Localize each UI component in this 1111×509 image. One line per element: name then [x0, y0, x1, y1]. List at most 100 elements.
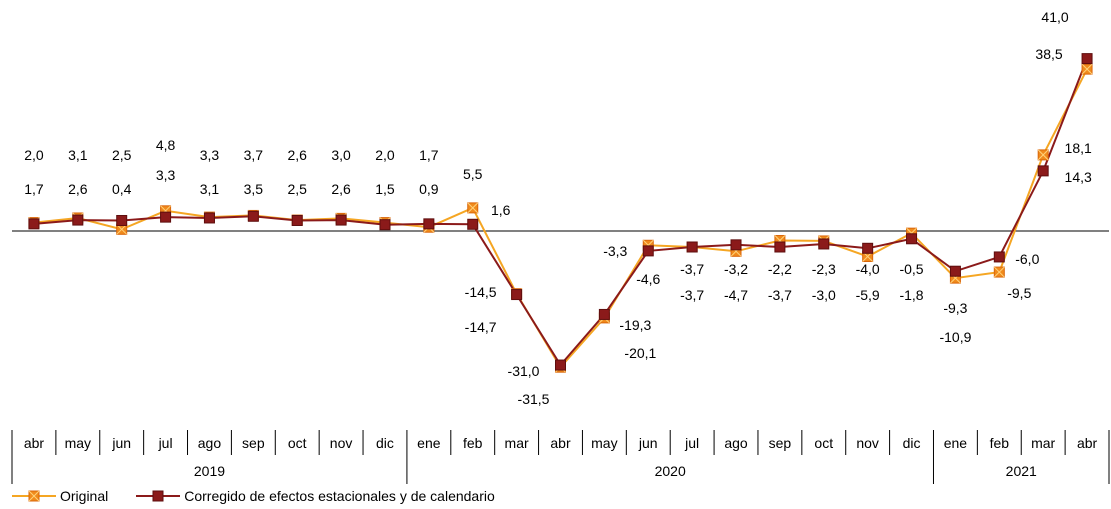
x-tick-label: ene — [944, 435, 968, 451]
data-label-series-0: 3,7 — [244, 147, 264, 163]
legend-swatch-corregido — [136, 490, 181, 502]
data-point-cross — [993, 266, 1005, 278]
data-label-series-1: -31,0 — [508, 363, 540, 379]
x-tick-label: jul — [684, 435, 699, 451]
data-label-series-1: 3,1 — [200, 181, 220, 197]
data-point — [1037, 165, 1049, 177]
data-label-series-1: 3,5 — [244, 181, 264, 197]
x-tick-label: abr — [24, 435, 45, 451]
data-label-series-0: 2,6 — [287, 147, 307, 163]
data-label-series-1: 41,0 — [1041, 9, 1068, 25]
data-label-series-0: 2,0 — [375, 147, 395, 163]
data-label-series-1: -9,3 — [943, 300, 967, 316]
data-label-series-1: 14,3 — [1065, 169, 1092, 185]
x-tick-label: dic — [903, 435, 921, 451]
x-tick-label: dic — [376, 435, 394, 451]
data-point — [291, 214, 303, 226]
data-point — [774, 241, 786, 253]
legend-label-corregido: Corregido de efectos estacionales y de c… — [184, 488, 495, 504]
legend-label-original: Original — [60, 488, 109, 504]
data-point — [28, 218, 40, 230]
data-label-series-0: -0,5 — [899, 261, 923, 277]
data-point-cross — [1081, 63, 1093, 75]
x-tick-label: feb — [463, 435, 483, 451]
data-label-series-1: -14,7 — [465, 319, 497, 335]
data-label-series-0: 2,0 — [24, 147, 44, 163]
x-tick-label: oct — [288, 435, 307, 451]
data-label-series-0: -5,9 — [856, 287, 880, 303]
data-label-series-0: 3,0 — [331, 147, 351, 163]
x-tick-label: ago — [198, 435, 222, 451]
data-point — [116, 214, 128, 226]
data-label-series-1: 2,5 — [287, 181, 307, 197]
data-point — [555, 359, 566, 371]
data-label-series-0: 0,4 — [112, 181, 132, 197]
x-tick-label: jun — [638, 435, 658, 451]
data-label-series-0: 3,3 — [200, 147, 220, 163]
data-label-series-1: -6,0 — [1015, 251, 1039, 267]
legend-item-corregido: Corregido de efectos estacionales y de c… — [136, 488, 495, 504]
x-tick-label: feb — [990, 435, 1010, 451]
data-label-series-1: 3,3 — [156, 167, 176, 183]
data-label-series-1: 2,6 — [331, 181, 351, 197]
x-tick-label: sep — [242, 435, 265, 451]
data-point — [247, 210, 259, 222]
data-label-series-0: -31,5 — [518, 391, 550, 407]
data-label-series-0: 38,5 — [1035, 46, 1062, 62]
data-label-series-1: -3,7 — [680, 287, 704, 303]
data-label-series-1: -3,2 — [724, 261, 748, 277]
data-point — [949, 265, 961, 277]
data-label-series-0: -9,5 — [1007, 285, 1031, 301]
data-label-series-0: 0,9 — [419, 181, 439, 197]
data-point — [818, 238, 830, 250]
data-point — [511, 289, 523, 301]
series-layer — [28, 53, 1093, 373]
x-tick-label: nov — [330, 435, 353, 451]
data-point — [993, 251, 1005, 263]
data-point — [730, 239, 742, 251]
data-label-series-0: -10,9 — [939, 329, 971, 345]
data-point-cross — [467, 202, 479, 214]
data-label-series-0: 18,1 — [1065, 140, 1092, 156]
data-label-series-0: 3,1 — [68, 147, 88, 163]
data-point — [1081, 53, 1093, 65]
data-point — [423, 218, 435, 230]
data-point-cross — [1037, 149, 1049, 161]
x-axis: abr may jun jul ago sep oct nov dic ene feb mar abr m… — [11, 430, 1110, 484]
data-point — [642, 245, 654, 257]
data-point — [906, 233, 918, 245]
x-tick-label: ene — [417, 435, 441, 451]
x-tick-label: mar — [505, 435, 529, 451]
data-point — [862, 242, 874, 254]
x-tick-label: oct — [814, 435, 833, 451]
year-label: 2020 — [655, 463, 686, 479]
data-label-series-1: 1,7 — [24, 181, 44, 197]
data-label-series-1: 1,7 — [419, 147, 439, 163]
legend: Original Corregido de efectos estacional… — [12, 486, 523, 506]
data-label-series-1: -4,6 — [636, 271, 660, 287]
data-point — [379, 219, 391, 231]
x-tick-label: jul — [158, 435, 173, 451]
x-tick-label: abr — [550, 435, 571, 451]
legend-swatch-original — [12, 490, 56, 502]
data-label-series-0: -4,7 — [724, 287, 748, 303]
x-tick-label: mar — [1031, 435, 1055, 451]
data-label-series-1: 2,6 — [68, 181, 88, 197]
data-label-series-0: -20,1 — [624, 345, 656, 361]
data-label-series-1: -19,3 — [619, 317, 651, 333]
data-label-series-1: -1,8 — [899, 287, 923, 303]
data-label-series-1: 1,6 — [491, 202, 511, 218]
data-point — [335, 214, 347, 226]
data-label-series-1: 1,5 — [375, 181, 395, 197]
data-label-series-1: -4,0 — [856, 261, 880, 277]
year-label: 2019 — [194, 463, 225, 479]
data-point — [72, 214, 84, 226]
x-tick-label: sep — [769, 435, 792, 451]
data-label-series-0: 4,8 — [156, 137, 176, 153]
data-point — [598, 308, 610, 320]
data-label-series-0: -2,3 — [812, 261, 836, 277]
x-tick-label: jun — [111, 435, 131, 451]
data-point — [467, 218, 479, 230]
data-label-series-0: 5,5 — [463, 166, 483, 182]
